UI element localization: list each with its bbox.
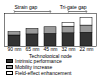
svg-text:Strain gap: Strain gap [15, 4, 38, 10]
svg-text:65 nm: 65 nm [26, 46, 40, 52]
svg-text:45 nm: 45 nm [44, 46, 58, 52]
svg-text:32 nm: 32 nm [62, 46, 76, 52]
svg-text:90 nm: 90 nm [8, 46, 22, 52]
html-text:Intrinsic performance: Intrinsic performance [15, 58, 62, 64]
html-text:Field-effect enhancement: Field-effect enhancement [15, 70, 72, 76]
svg-text:Technological node: Technological node [29, 53, 72, 59]
html-text:Mobility increase: Mobility increase [15, 64, 53, 70]
svg-text:Tri-gate gap: Tri-gate gap [60, 4, 87, 10]
svg-text:22 nm: 22 nm [80, 46, 94, 52]
